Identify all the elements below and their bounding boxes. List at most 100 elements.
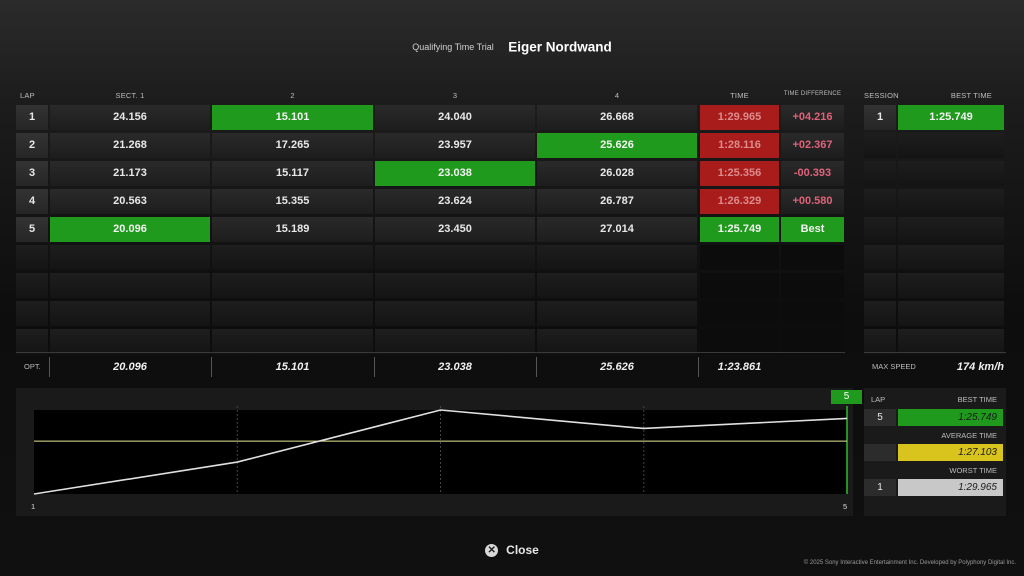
empty-cell: [537, 273, 697, 298]
session-type: Qualifying Time Trial: [412, 41, 494, 52]
col-sector-2: 2: [290, 91, 295, 100]
col-session: SESSION: [864, 91, 899, 100]
summary-best-lap: 5: [864, 409, 896, 426]
lap-5-lap: 5: [16, 217, 48, 242]
lap-1-time: 1:29.965: [700, 105, 779, 130]
divider: [16, 352, 845, 353]
empty-cell: [700, 273, 779, 298]
col-time-difference: TIME DIFFERENCE: [783, 91, 842, 97]
empty-cell: [537, 245, 697, 270]
col-sector-1: SECT. 1: [115, 91, 145, 100]
lap-4-diff: +00.580: [781, 189, 844, 214]
empty-cell: [375, 273, 535, 298]
lap-2-s3: 23.957: [375, 133, 535, 158]
divider: [864, 352, 1006, 353]
lap-3-diff: -00.393: [781, 161, 844, 186]
optimal-sector-1: 20.096: [113, 361, 147, 373]
optimal-sector-3: 23.038: [438, 361, 472, 373]
empty-cell: [700, 329, 779, 354]
empty-cell: [781, 301, 844, 326]
empty-cell: [50, 301, 210, 326]
cross-button-icon: ✕: [485, 544, 499, 558]
empty-cell: [898, 273, 1004, 298]
lap-3-time: 1:25.356: [700, 161, 779, 186]
empty-cell: [50, 245, 210, 270]
summary-average-time: 1:27.103: [898, 444, 1003, 461]
lap-5-s1: 20.096: [50, 217, 210, 242]
empty-cell: [537, 329, 697, 354]
col-best-time: BEST TIME: [950, 91, 992, 100]
summary-best-label: BEST TIME: [957, 395, 997, 404]
lap-3-s3: 23.038: [375, 161, 535, 186]
divider: [536, 357, 537, 377]
empty-cell: [16, 301, 48, 326]
lap-2-s2: 17.265: [212, 133, 373, 158]
lap-4-lap: 4: [16, 189, 48, 214]
empty-cell: [864, 273, 896, 298]
empty-cell: [212, 329, 373, 354]
empty-cell: [700, 301, 779, 326]
empty-cell: [700, 245, 779, 270]
empty-cell: [212, 245, 373, 270]
empty-cell: [16, 245, 48, 270]
empty-cell: [864, 301, 896, 326]
graph-x-start: 1: [31, 502, 36, 511]
empty-cell: [375, 301, 535, 326]
col-sector-3: 3: [452, 91, 458, 100]
empty-cell: [898, 189, 1004, 214]
lap-2-diff: +02.367: [781, 133, 844, 158]
col-sector-4: 4: [614, 91, 620, 100]
lap-3-lap: 3: [16, 161, 48, 186]
divider: [211, 357, 212, 377]
lap-2-time: 1:28.116: [700, 133, 779, 158]
lap-5-s3: 23.450: [375, 217, 535, 242]
lap-1-diff: +04.216: [781, 105, 844, 130]
divider: [374, 357, 375, 377]
empty-cell: [864, 161, 896, 186]
lap-3-s2: 15.117: [212, 161, 373, 186]
lap-3-s4: 26.028: [537, 161, 697, 186]
session-best-time: 1:25.749: [898, 105, 1004, 130]
empty-cell: [16, 273, 48, 298]
lap-4-s4: 26.787: [537, 189, 697, 214]
empty-cell: [898, 217, 1004, 242]
lap-1-s1: 24.156: [50, 105, 210, 130]
lap-1-s2: 15.101: [212, 105, 373, 130]
col-lap: LAP: [20, 91, 35, 100]
summary-worst-lap: 1: [864, 479, 896, 496]
lap-5-s4: 27.014: [537, 217, 697, 242]
empty-cell: [375, 245, 535, 270]
empty-cell: [16, 329, 48, 354]
lap-4-time: 1:26.329: [700, 189, 779, 214]
empty-cell: [375, 329, 535, 354]
empty-cell: [781, 329, 844, 354]
empty-cell: [212, 273, 373, 298]
lap-5-s2: 15.189: [212, 217, 373, 242]
lap-1-lap: 1: [16, 105, 48, 130]
lap-time-graph: 5 1 5: [16, 388, 862, 516]
summary-best-time: 1:25.749: [898, 409, 1003, 426]
divider: [49, 357, 50, 377]
lap-1-s3: 24.040: [375, 105, 535, 130]
lap-3-s1: 21.173: [50, 161, 210, 186]
optimal-sector-4: 25.626: [600, 361, 634, 373]
empty-cell: [864, 189, 896, 214]
empty-cell: [898, 245, 1004, 270]
empty-cell: [898, 133, 1004, 158]
optimal-sector-2: 15.101: [275, 361, 310, 373]
lap-5-time: 1:25.749: [700, 217, 779, 242]
graph-x-end: 5: [843, 502, 848, 511]
summary-average-label: AVERAGE TIME: [941, 431, 997, 440]
summary-lap-label: LAP: [871, 395, 886, 404]
divider: [698, 357, 699, 377]
col-time: TIME: [730, 91, 749, 100]
lap-2-lap: 2: [16, 133, 48, 158]
lap-time-series-line: [33, 409, 848, 495]
lap-4-s3: 23.624: [375, 189, 535, 214]
lap-4-s2: 15.355: [212, 189, 373, 214]
empty-cell: [781, 245, 844, 270]
close-button[interactable]: ✕ Close: [0, 543, 1024, 558]
summary-worst-time: 1:29.965: [898, 479, 1003, 496]
lap-summary-panel: LAP BEST TIME 5 1:25.749 AVERAGE TIME 1:…: [864, 388, 1006, 516]
lap-5-diff: Best: [781, 217, 844, 242]
